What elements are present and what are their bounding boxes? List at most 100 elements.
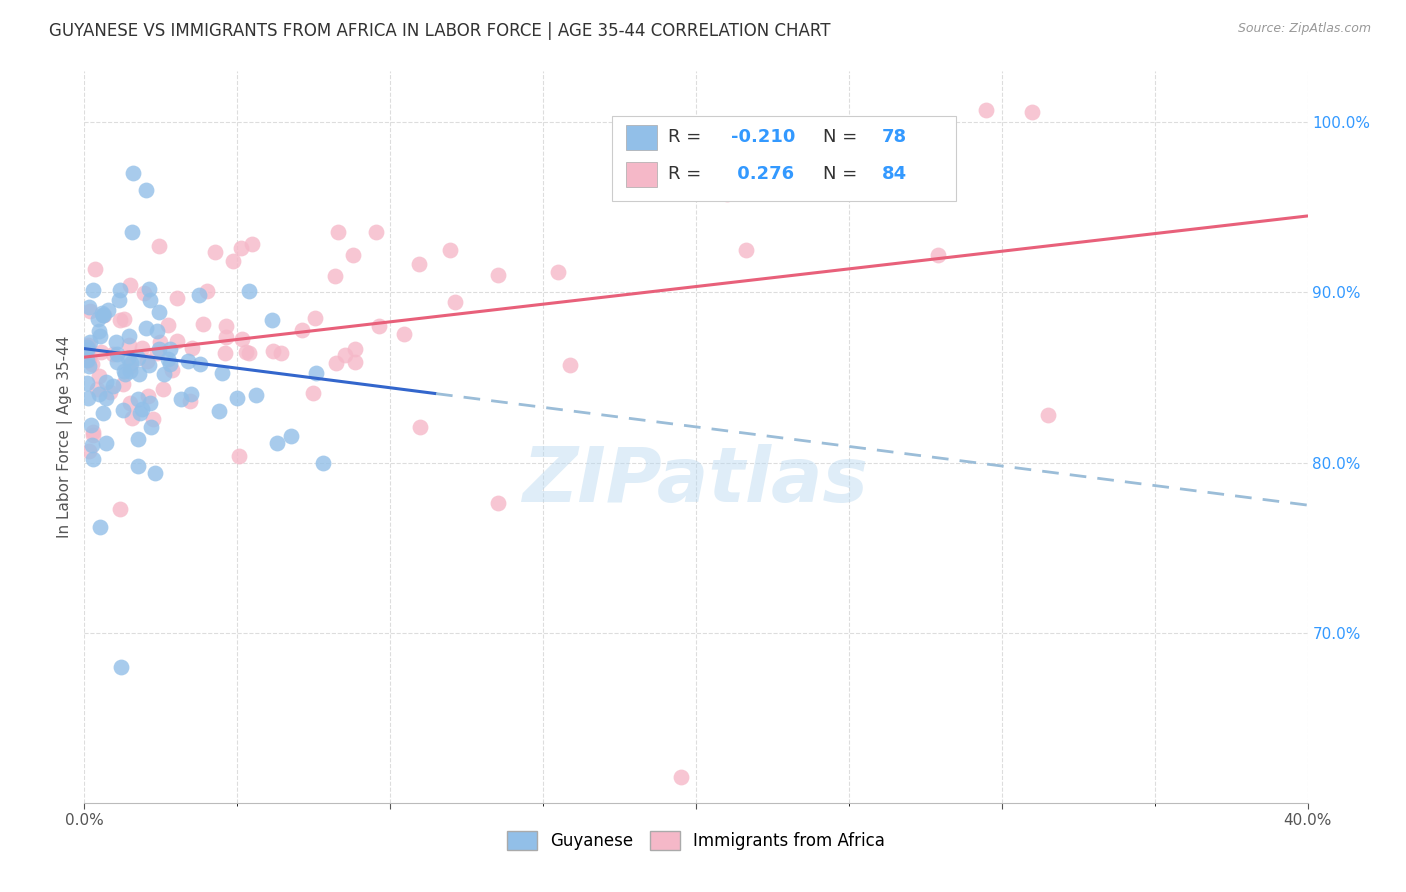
- Point: [325, 355, 347, 369]
- Point: [77, 391, 100, 405]
- Point: [143, 467, 166, 481]
- Point: [131, 341, 153, 355]
- Point: [120, 356, 142, 370]
- Point: [77, 353, 100, 368]
- Point: [547, 265, 569, 279]
- Point: [302, 385, 325, 400]
- Point: [323, 268, 346, 283]
- Point: [108, 313, 131, 327]
- Point: [128, 406, 150, 420]
- Point: [439, 243, 461, 257]
- Point: [127, 459, 149, 474]
- Point: [1036, 408, 1059, 422]
- Point: [367, 319, 389, 334]
- Point: [80, 358, 103, 372]
- Point: [77, 359, 100, 373]
- Point: [76, 338, 98, 352]
- Point: [146, 345, 169, 359]
- Point: [343, 342, 366, 356]
- Point: [142, 412, 165, 426]
- Point: [93, 308, 115, 322]
- Point: [1021, 105, 1043, 120]
- Legend: Guyanese, Immigrants from Africa: Guyanese, Immigrants from Africa: [501, 824, 891, 856]
- Point: [79, 444, 101, 458]
- Point: [131, 402, 153, 417]
- Point: [408, 257, 430, 271]
- Point: [94, 436, 117, 450]
- Point: [312, 456, 335, 470]
- Text: R =: R =: [668, 128, 707, 146]
- Point: [238, 285, 260, 299]
- Text: -0.210: -0.210: [731, 128, 796, 146]
- Point: [215, 318, 238, 333]
- Point: [89, 329, 111, 343]
- Point: [118, 359, 141, 373]
- Point: [91, 309, 114, 323]
- Point: [118, 328, 141, 343]
- Point: [326, 226, 349, 240]
- Point: [266, 436, 288, 450]
- Text: GUYANESE VS IMMIGRANTS FROM AFRICA IN LABOR FORCE | AGE 35-44 CORRELATION CHART: GUYANESE VS IMMIGRANTS FROM AFRICA IN LA…: [49, 22, 831, 40]
- Point: [135, 353, 157, 368]
- Point: [262, 344, 284, 359]
- Point: [136, 389, 159, 403]
- Point: [270, 346, 292, 360]
- Point: [121, 410, 143, 425]
- Point: [82, 438, 104, 452]
- Point: [135, 321, 157, 335]
- Point: [138, 396, 160, 410]
- Point: [118, 338, 141, 352]
- Point: [166, 334, 188, 349]
- Text: Source: ZipAtlas.com: Source: ZipAtlas.com: [1237, 22, 1371, 36]
- Point: [77, 350, 100, 364]
- Point: [898, 163, 921, 178]
- Point: [486, 268, 509, 282]
- Point: [333, 348, 356, 362]
- Point: [214, 346, 236, 360]
- Point: [188, 288, 211, 302]
- Point: [77, 300, 100, 314]
- Point: [280, 429, 302, 443]
- Point: [120, 395, 142, 409]
- Point: [135, 183, 157, 197]
- Point: [235, 344, 257, 359]
- Point: [211, 366, 233, 380]
- Point: [148, 343, 170, 357]
- Point: [105, 355, 128, 369]
- Point: [82, 283, 104, 297]
- Point: [191, 317, 214, 331]
- Point: [138, 281, 160, 295]
- Text: 78: 78: [882, 128, 907, 146]
- Point: [98, 384, 121, 399]
- Point: [152, 382, 174, 396]
- Point: [156, 351, 179, 366]
- Point: [145, 324, 167, 338]
- Point: [342, 248, 364, 262]
- Point: [83, 262, 105, 277]
- Point: [76, 343, 98, 357]
- Text: 0.276: 0.276: [731, 165, 794, 183]
- Point: [669, 770, 692, 784]
- Point: [121, 226, 143, 240]
- Point: [153, 367, 176, 381]
- Point: [82, 428, 104, 442]
- Point: [366, 226, 388, 240]
- Point: [76, 340, 98, 354]
- Point: [204, 245, 226, 260]
- Point: [409, 419, 432, 434]
- Point: [231, 241, 253, 255]
- Point: [94, 391, 117, 405]
- Point: [97, 303, 120, 318]
- Point: [122, 166, 145, 180]
- Point: [245, 388, 267, 402]
- Point: [105, 334, 128, 349]
- Point: [222, 253, 245, 268]
- Point: [111, 377, 134, 392]
- Point: [103, 347, 125, 361]
- Point: [94, 375, 117, 389]
- Point: [177, 354, 200, 368]
- Point: [127, 432, 149, 446]
- Point: [139, 419, 162, 434]
- Point: [208, 404, 231, 418]
- Point: [231, 332, 253, 346]
